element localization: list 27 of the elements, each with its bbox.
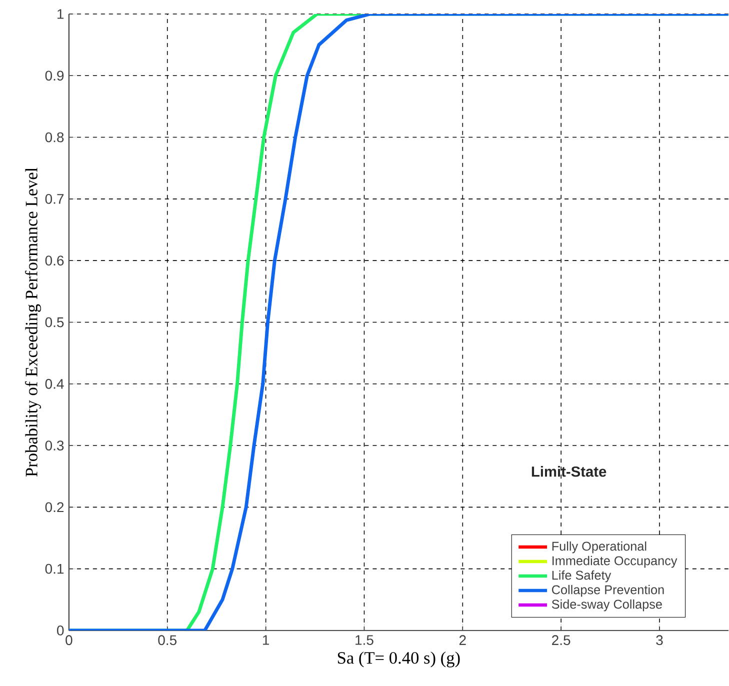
y-tick-label: 0.2 <box>45 502 64 512</box>
x-tick-label: 2.5 <box>552 634 570 645</box>
x-tick-label: 1.5 <box>356 634 374 645</box>
y-tick-label: 0 <box>57 625 64 636</box>
y-tick-label: 0.9 <box>45 70 64 80</box>
y-tick-label: 0.4 <box>45 378 64 389</box>
x-axis-title: Sa (T= 0.40 s) (g) <box>338 651 460 668</box>
y-axis-title: Probability of Exceeding Performance Level <box>25 167 41 476</box>
y-tick-label: 0.1 <box>45 564 64 574</box>
x-tick-label: 3 <box>656 634 663 645</box>
y-tick-label: 0.3 <box>45 440 64 450</box>
y-tick-label: 1 <box>58 8 64 19</box>
y-tick-label: 0.8 <box>45 132 64 142</box>
legend-label: Fully Operational <box>552 541 646 554</box>
legend-label: Side-sway Collapse <box>552 599 662 612</box>
legend-label: Immediate Occupancy <box>552 556 678 568</box>
legend-label: Life Safety <box>552 570 612 582</box>
legend-label: Collapse Prevention <box>552 584 664 597</box>
legend-title: Limit-State <box>532 466 606 477</box>
y-tick-label: 0.5 <box>45 317 64 327</box>
x-tick-label: 0.5 <box>158 634 177 645</box>
x-tick-label: 1 <box>262 634 269 645</box>
line-series <box>68 14 728 630</box>
y-tick-label: 0.6 <box>45 255 64 266</box>
y-tick-label: 0.7 <box>45 194 64 204</box>
x-tick-label: 0 <box>66 634 72 645</box>
x-tick-label: 2 <box>459 634 466 645</box>
